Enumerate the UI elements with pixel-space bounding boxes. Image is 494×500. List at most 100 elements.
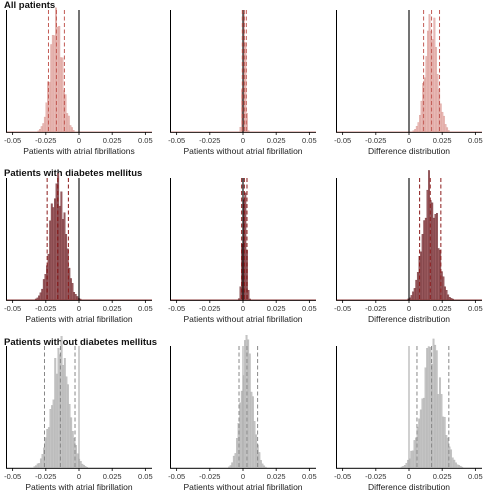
histogram-bar	[450, 449, 453, 469]
histogram-bar	[76, 296, 79, 301]
histogram-bar	[453, 459, 456, 469]
histogram-bar	[38, 463, 41, 469]
histogram-bar	[57, 348, 60, 469]
x-axis-label: Patients without atrial fibrillation	[183, 482, 302, 492]
x-tick-label: -0.05	[334, 304, 351, 313]
histogram-bar	[423, 77, 426, 133]
histogram-bar	[248, 353, 251, 469]
histogram-bar	[239, 402, 242, 469]
histogram-bar	[79, 461, 82, 469]
histogram-bar	[438, 377, 441, 469]
histogram-bar	[239, 286, 242, 301]
x-axis-label: Patients with atrial fibrillation	[25, 314, 133, 324]
x-tick-label: -0.05	[334, 136, 351, 145]
x-tick-label: 0	[241, 472, 245, 481]
histogram-bar	[231, 462, 234, 469]
histogram-bar	[47, 253, 50, 301]
histogram-bar	[420, 251, 423, 301]
histogram-bar	[69, 125, 72, 133]
x-tick-label: 0.025	[103, 304, 122, 313]
histogram-bar	[419, 409, 422, 469]
x-tick-label: 0.025	[103, 136, 122, 145]
x-tick-label: 0	[407, 304, 411, 313]
x-tick-label: 0	[77, 472, 81, 481]
histogram-bar	[41, 288, 44, 301]
x-axis-label: Patients without atrial fibrillation	[183, 314, 302, 324]
histogram-bar	[432, 217, 435, 301]
histogram-bar	[423, 397, 425, 469]
histogram-bar	[53, 35, 56, 133]
x-tick-label: 0.05	[302, 472, 317, 481]
histogram-bar	[421, 398, 424, 469]
histogram-bar	[61, 219, 64, 301]
x-tick-label: -0.025	[35, 472, 56, 481]
histogram-bar	[44, 274, 47, 301]
x-tick-label: -0.05	[334, 472, 351, 481]
histogram-bar	[411, 450, 414, 469]
histogram-bar	[52, 399, 55, 469]
histogram-bar	[427, 30, 429, 133]
x-tick-label: 0.05	[468, 304, 483, 313]
histogram-panel-r3-c1: -0.05 -0.025 0 0.025 0.05 Patients with atria…	[4, 336, 153, 492]
row-title-no-diabetes: Patients without diabetes mellitus	[4, 337, 158, 348]
histogram-bar	[412, 291, 415, 301]
histogram-bar	[50, 203, 53, 301]
histogram-bar	[436, 213, 438, 301]
histogram-bar	[63, 358, 66, 469]
histogram-bar	[437, 394, 440, 469]
histogram-bar	[62, 364, 65, 469]
x-tick-label: 0.025	[267, 136, 286, 145]
histogram-bar	[67, 384, 69, 469]
histogram-bar	[65, 234, 68, 301]
histogram-bar	[437, 248, 440, 301]
histogram-bar	[236, 438, 238, 469]
histogram-bar	[42, 279, 45, 301]
histogram-bar	[417, 122, 420, 133]
x-tick-label: 0	[77, 136, 81, 145]
histogram-bar	[247, 339, 250, 469]
histogram-bar	[259, 460, 262, 469]
histogram-bar	[426, 189, 429, 301]
histogram-bar	[261, 463, 264, 469]
histogram-bar	[447, 294, 450, 301]
histogram-bar	[51, 34, 54, 133]
histogram-bar	[60, 336, 63, 469]
histogram-bar	[65, 376, 68, 469]
histogram-bar	[74, 294, 77, 301]
histogram-bar	[428, 170, 430, 301]
histogram-bar	[431, 39, 434, 133]
histogram-bar	[40, 126, 43, 133]
row-title-all-patients: All patients	[4, 0, 56, 11]
x-tick-label: 0.025	[267, 304, 286, 313]
x-tick-label: 0.025	[267, 472, 286, 481]
histogram-bar	[435, 350, 438, 469]
histogram-bar	[255, 434, 258, 469]
x-tick-label: -0.025	[365, 304, 386, 313]
histogram-bar	[36, 463, 39, 469]
x-tick-label: -0.05	[4, 304, 21, 313]
histogram-panel-r2-c1: -0.05 -0.025 0 0.025 0.05 Patients with atria…	[4, 173, 153, 324]
x-axis-label: Difference distribution	[368, 482, 450, 492]
histogram-bar	[76, 453, 79, 469]
histogram-bar	[454, 462, 457, 469]
x-tick-label: 0.05	[468, 472, 483, 481]
histogram-bar	[71, 283, 74, 301]
x-tick-label: 0.025	[103, 472, 122, 481]
histogram-bar	[410, 295, 413, 301]
histogram-bar	[442, 416, 445, 469]
histogram-bar	[232, 455, 235, 469]
histogram-bar	[415, 126, 418, 133]
x-tick-label: -0.025	[35, 304, 56, 313]
histogram-bar	[424, 217, 427, 301]
histogram-bar	[54, 198, 56, 301]
histogram-bar	[429, 347, 432, 469]
histogram-bar	[43, 116, 46, 133]
histogram-bar	[413, 288, 416, 301]
histogram-bar	[432, 338, 435, 469]
histogram-bar	[71, 127, 73, 133]
x-tick-label: 0.05	[468, 136, 483, 145]
histogram-bar	[451, 457, 454, 469]
histogram-bar	[58, 25, 61, 133]
histogram-bar	[49, 409, 52, 469]
